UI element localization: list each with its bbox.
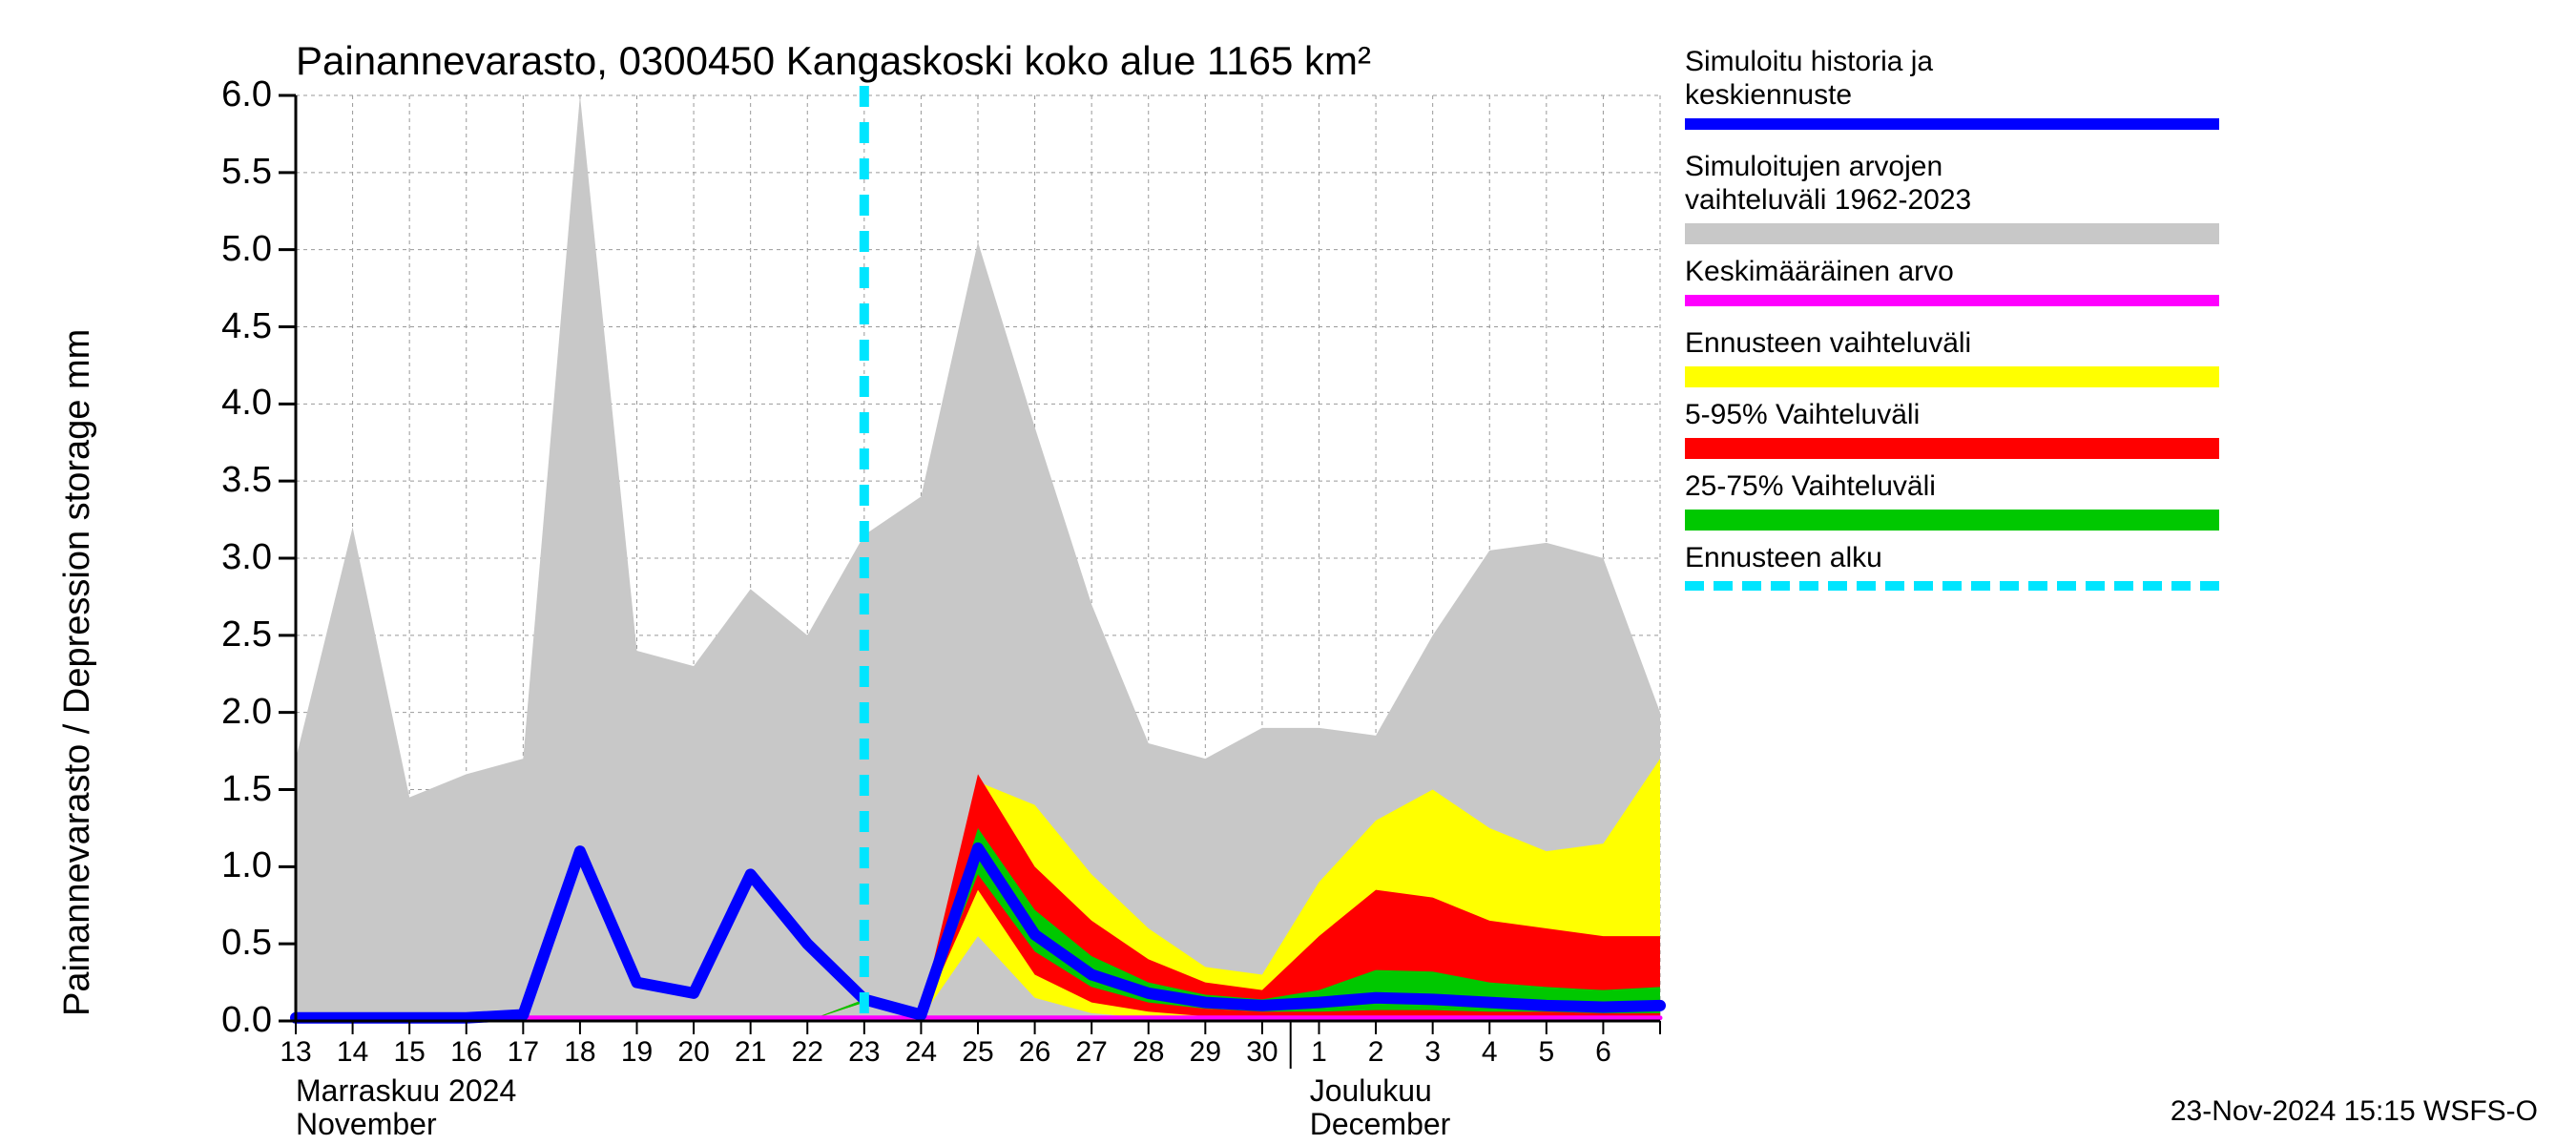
x-tick: 5: [1527, 1036, 1566, 1069]
legend-item-label: Simuloitu historia jakeskiennuste: [1685, 46, 1933, 112]
month-label-right-en: December: [1310, 1107, 1451, 1142]
x-tick: 18: [561, 1036, 599, 1069]
x-tick: 28: [1130, 1036, 1168, 1069]
x-tick: 29: [1186, 1036, 1224, 1069]
x-tick: 6: [1584, 1036, 1622, 1069]
y-tick: 0.5: [191, 923, 272, 964]
footer-timestamp: 23-Nov-2024 15:15 WSFS-O: [2171, 1095, 2538, 1128]
x-tick: 24: [902, 1036, 940, 1069]
x-tick: 4: [1470, 1036, 1508, 1069]
y-tick: 2.0: [191, 692, 272, 733]
x-tick: 14: [334, 1036, 372, 1069]
x-tick: 30: [1243, 1036, 1281, 1069]
x-tick: 17: [504, 1036, 542, 1069]
month-label-left-en: November: [296, 1107, 437, 1142]
month-label-left-fi: Marraskuu 2024: [296, 1073, 516, 1109]
legend-swatch: [1685, 223, 2219, 244]
month-label-right-fi: Joulukuu: [1310, 1073, 1432, 1109]
y-tick: 6.0: [191, 74, 272, 115]
chart-plot: [0, 0, 2576, 1145]
x-tick: 19: [618, 1036, 656, 1069]
y-tick: 1.0: [191, 845, 272, 886]
x-tick: 22: [788, 1036, 826, 1069]
x-tick: 23: [845, 1036, 883, 1069]
legend-item-label: 5-95% Vaihteluväli: [1685, 399, 1920, 432]
x-tick: 3: [1414, 1036, 1452, 1069]
y-tick: 2.5: [191, 614, 272, 656]
legend-swatch: [1685, 438, 2219, 459]
chart-container: Painannevarasto / Depression storage mm …: [0, 0, 2576, 1145]
y-tick: 0.0: [191, 1000, 272, 1041]
x-tick: 27: [1072, 1036, 1111, 1069]
legend-item-label: Keskimääräinen arvo: [1685, 256, 1954, 289]
legend-item-label: Ennusteen alku: [1685, 542, 1882, 575]
y-tick: 3.5: [191, 460, 272, 501]
legend-swatch: [1685, 295, 2219, 306]
x-tick: 15: [390, 1036, 428, 1069]
legend-item-label: 25-75% Vaihteluväli: [1685, 470, 1936, 504]
y-tick: 4.0: [191, 383, 272, 424]
x-tick: 25: [959, 1036, 997, 1069]
x-tick: 16: [447, 1036, 486, 1069]
legend-item-label: Ennusteen vaihteluväli: [1685, 327, 1971, 361]
legend-swatch: [1685, 118, 2219, 130]
y-tick: 5.0: [191, 229, 272, 270]
legend-swatch: [1685, 581, 2219, 591]
x-tick: 2: [1357, 1036, 1395, 1069]
y-tick: 5.5: [191, 152, 272, 193]
y-tick: 1.5: [191, 769, 272, 810]
legend-swatch: [1685, 366, 2219, 387]
y-tick: 4.5: [191, 306, 272, 347]
x-tick: 1: [1300, 1036, 1339, 1069]
legend-item-label: Simuloitujen arvojenvaihteluväli 1962-20…: [1685, 151, 1971, 217]
x-tick: 13: [277, 1036, 315, 1069]
legend-swatch: [1685, 510, 2219, 531]
x-tick: 20: [675, 1036, 713, 1069]
x-tick: 26: [1016, 1036, 1054, 1069]
y-tick: 3.0: [191, 537, 272, 578]
x-tick: 21: [732, 1036, 770, 1069]
